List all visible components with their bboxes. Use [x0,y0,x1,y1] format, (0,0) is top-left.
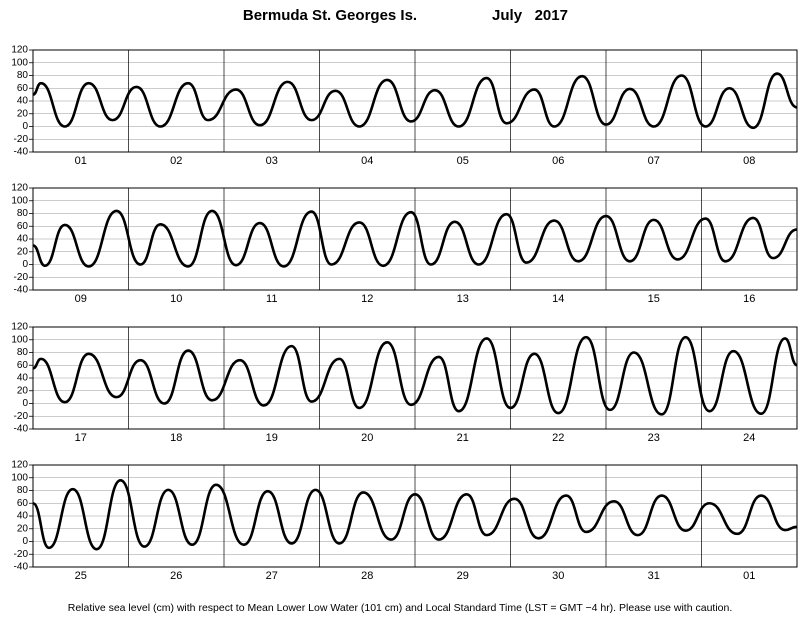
day-label: 29 [457,570,469,582]
y-tick-label: -20 [14,134,29,145]
y-tick-label: 40 [17,234,29,245]
y-tick-label: 80 [17,347,29,358]
day-label: 22 [552,432,564,444]
day-label: 04 [361,155,373,167]
day-label: 05 [457,155,469,167]
day-label: 23 [648,432,660,444]
y-tick-label: 80 [17,485,29,496]
day-label: 02 [170,155,182,167]
y-tick-label: 60 [17,360,29,371]
chart-title: Bermuda St. Georges Is. [243,7,417,24]
day-label: 26 [170,570,182,582]
y-tick-label: 40 [17,96,29,107]
y-tick-label: 100 [11,195,28,206]
y-tick-label: -40 [14,562,29,573]
tide-line [32,209,798,268]
day-label: 31 [648,570,660,582]
day-label: 24 [743,432,755,444]
day-label: 08 [743,155,755,167]
day-label: 27 [266,570,278,582]
y-tick-label: -40 [14,424,29,435]
day-label: 09 [75,293,87,305]
y-tick-label: 60 [17,221,29,232]
y-tick-label: 20 [17,108,29,119]
day-label: 21 [457,432,469,444]
day-label: 16 [743,293,755,305]
day-label: 11 [266,293,277,305]
y-tick-label: 100 [11,334,28,345]
day-label: 07 [648,155,660,167]
day-label: 19 [266,432,278,444]
day-label: 28 [361,570,373,582]
day-label: 20 [361,432,373,444]
day-label: 30 [552,570,564,582]
y-tick-label: 120 [11,322,28,333]
y-tick-label: 120 [11,183,28,194]
y-tick-label: 60 [17,498,29,509]
y-tick-label: 120 [11,460,28,471]
tide-line [32,335,798,416]
y-tick-label: -20 [14,272,29,283]
day-label: 25 [75,570,87,582]
day-label: 06 [552,155,564,167]
y-tick-label: 80 [17,208,29,219]
plot-frame [32,49,798,153]
day-label: 15 [648,293,660,305]
y-tick-label: 80 [17,70,29,81]
day-label: 01 [75,155,87,167]
day-label: 13 [457,293,469,305]
day-label: 01 [743,570,755,582]
day-label: 17 [75,432,87,444]
y-tick-label: 60 [17,83,29,94]
y-tick-label: 0 [22,398,28,409]
y-tick-label: 40 [17,511,29,522]
y-tick-label: 100 [11,472,28,483]
plot-frame [32,326,798,430]
day-label: 12 [361,293,373,305]
y-tick-label: 40 [17,373,29,384]
y-tick-label: 20 [17,385,29,396]
day-label: 18 [170,432,182,444]
y-tick-label: 0 [22,259,28,270]
y-tick-label: 20 [17,246,29,257]
day-label: 03 [266,155,278,167]
footer-note: Relative sea level (cm) with respect to … [68,602,733,614]
tide-line [32,72,798,130]
y-tick-label: 20 [17,523,29,534]
y-tick-label: -40 [14,285,29,296]
plot-frame [32,187,798,291]
plot-frame [32,464,798,568]
tide-line [32,479,798,551]
day-label: 10 [170,293,182,305]
y-tick-label: 0 [22,536,28,547]
y-tick-label: 100 [11,57,28,68]
y-tick-label: -20 [14,411,29,422]
y-tick-label: 120 [11,45,28,56]
y-tick-label: 0 [22,121,28,132]
y-tick-label: -20 [14,549,29,560]
chart-period: July 2017 [492,7,568,24]
day-label: 14 [552,293,564,305]
y-tick-label: -40 [14,147,29,158]
